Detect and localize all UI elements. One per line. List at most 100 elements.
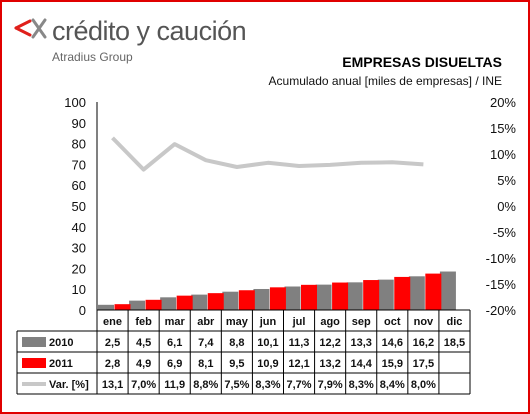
y2-axis-tick-label: 5% <box>497 173 516 188</box>
variation-line <box>111 136 424 172</box>
x-axis-category-label: jun <box>259 316 277 328</box>
bar-2011-jun <box>269 287 286 310</box>
legend-label-2010: 2010 <box>49 337 73 349</box>
bar-2010-dic <box>439 271 456 310</box>
data-label-Var. [%]: 7,0% <box>131 379 156 391</box>
x-axis-category-label: jul <box>292 316 306 328</box>
bar-2011-abr <box>207 293 224 310</box>
x-axis-category-label: nov <box>414 316 434 328</box>
data-label-Var. [%]: 7,7% <box>287 379 312 391</box>
x-axis-category-label: ago <box>320 316 340 328</box>
x-axis-category-label: dic <box>447 316 463 328</box>
y-axis-tick-label: 20 <box>72 261 86 276</box>
bar-2011-sep <box>363 280 380 310</box>
bar-2010-oct <box>377 279 394 310</box>
data-label-2010: 10,1 <box>257 337 278 349</box>
bar-2011-oct <box>394 276 411 310</box>
x-axis-category-label: oct <box>384 316 401 328</box>
data-label-2011: 15,9 <box>382 358 403 370</box>
y-axis-tick-label: 0 <box>79 303 86 318</box>
chart-subtitle: Acumulado anual [miles de empresas] / IN… <box>268 74 502 88</box>
x-axis-category-label: sep <box>352 316 371 328</box>
bar-2010-may <box>222 291 239 310</box>
data-label-2010: 11,3 <box>289 337 310 349</box>
bar-2010-abr <box>191 294 208 310</box>
data-label-2010: 13,3 <box>350 337 371 349</box>
y-axis-tick-label: 30 <box>72 241 86 256</box>
bar-2010-sep <box>346 282 363 310</box>
data-label-Var. [%]: 8,8% <box>193 379 218 391</box>
y-axis-tick-label: 50 <box>72 199 86 214</box>
bar-2010-ago <box>315 284 332 310</box>
data-label-2011: 8,1 <box>198 358 213 370</box>
bar-2010-jul <box>284 286 301 310</box>
data-label-2010: 16,2 <box>413 337 434 349</box>
data-label-Var. [%]: 8,4% <box>380 379 405 391</box>
y-axis-tick-label: 80 <box>72 137 86 152</box>
y-axis-tick-label: 70 <box>72 157 86 172</box>
data-label-2010: 6,1 <box>167 337 182 349</box>
legend-label-2011: 2011 <box>49 358 73 370</box>
x-axis-category-label: abr <box>197 316 215 328</box>
data-label-Var. [%]: 7,5% <box>224 379 249 391</box>
legend-key-2011 <box>22 358 46 368</box>
data-label-2011: 2,8 <box>105 358 120 370</box>
data-label-Var. [%]: 7,9% <box>318 379 343 391</box>
x-axis-category-label: mar <box>165 316 186 328</box>
legend-key-2010 <box>22 337 46 347</box>
data-label-2011: 10,9 <box>257 358 278 370</box>
data-label-2011: 9,5 <box>229 358 244 370</box>
brand-arrows-icon <box>14 18 47 39</box>
data-label-2010: 14,6 <box>382 337 403 349</box>
y-axis-tick-label: 60 <box>72 178 86 193</box>
x-axis-category-label: ene <box>103 316 122 328</box>
data-label-Var. [%]: 11,9 <box>164 379 185 391</box>
bar-2010-jun <box>253 288 270 310</box>
bar-2010-feb <box>129 300 146 310</box>
y-axis-tick-label: 40 <box>72 220 86 235</box>
bar-2011-ene <box>114 304 131 310</box>
y2-axis-tick-label: -5% <box>493 225 517 240</box>
y2-axis-tick-label: 15% <box>490 121 516 136</box>
bar-2010-ene <box>98 304 114 310</box>
data-label-2011: 12,1 <box>288 358 309 370</box>
data-label-2010: 18,5 <box>444 337 465 349</box>
data-label-Var. [%]: 13,1 <box>102 379 123 391</box>
bar-2011-may <box>238 290 255 310</box>
data-label-2010: 4,5 <box>136 337 151 349</box>
bar-2010-nov <box>408 276 425 310</box>
data-label-2011: 17,5 <box>413 358 434 370</box>
y2-axis-tick-label: -15% <box>486 277 517 292</box>
bar-2011-feb <box>145 299 162 310</box>
data-label-2010: 8,8 <box>229 337 244 349</box>
bar-2010-mar <box>160 297 177 310</box>
x-axis-category-label: feb <box>135 316 152 328</box>
data-label-2010: 2,5 <box>105 337 120 349</box>
data-label-2010: 7,4 <box>198 337 214 349</box>
bar-2011-jul <box>301 284 317 310</box>
legend-label-Var. [%]: Var. [%] <box>49 379 89 391</box>
data-label-Var. [%]: 8,3% <box>349 379 374 391</box>
y-axis-tick-label: 100 <box>64 95 86 110</box>
chart-title: EMPRESAS DISUELTAS <box>342 54 502 70</box>
brand-subtitle: Atradius Group <box>52 50 133 64</box>
data-label-Var. [%]: 8,3% <box>255 379 280 391</box>
y2-axis-tick-label: -20% <box>486 303 517 318</box>
data-label-2011: 6,9 <box>167 358 182 370</box>
x-axis-category-label: may <box>226 316 249 328</box>
data-label-2011: 4,9 <box>136 358 151 370</box>
y2-axis-tick-label: -10% <box>486 251 517 266</box>
data-label-2011: 14,4 <box>350 358 372 370</box>
y-axis-tick-label: 10 <box>72 282 86 297</box>
data-label-Var. [%]: 8,0% <box>411 379 436 391</box>
brand-name: crédito y caución <box>52 16 247 46</box>
bar-2011-ago <box>332 282 349 310</box>
y-axis-tick-label: 90 <box>72 116 86 131</box>
bar-2011-nov <box>425 273 442 310</box>
data-label-2010: 12,2 <box>319 337 340 349</box>
y2-axis-tick-label: 0% <box>497 199 516 214</box>
bar-2011-mar <box>176 295 193 310</box>
data-label-2011: 13,2 <box>319 358 340 370</box>
